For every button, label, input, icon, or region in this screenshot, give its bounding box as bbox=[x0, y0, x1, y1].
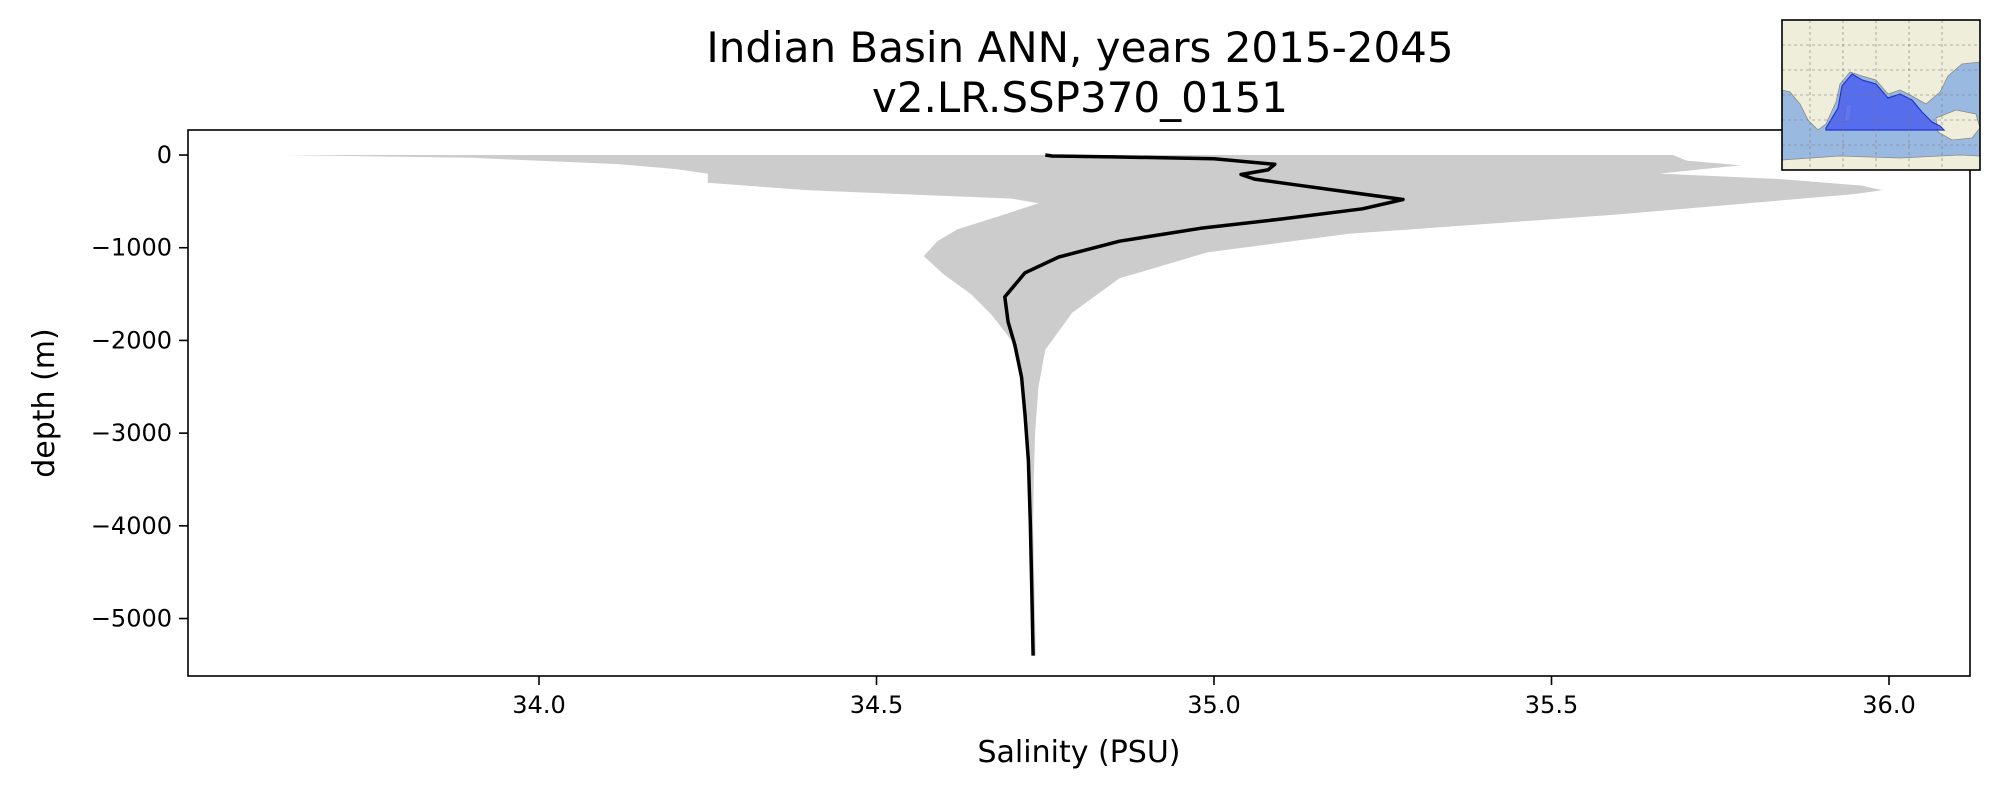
y-tick-label: −5000 bbox=[91, 605, 172, 633]
x-axis-label: Salinity (PSU) bbox=[978, 735, 1181, 770]
y-tick-label: −4000 bbox=[91, 512, 172, 540]
y-axis: 0 −1000 −2000 −3000 −4000 −5000 bbox=[91, 141, 188, 633]
map-gridlines bbox=[1782, 20, 1980, 170]
mean-salinity-line bbox=[1003, 153, 1405, 656]
x-tick-label: 34.0 bbox=[512, 691, 565, 719]
basin-map-inset bbox=[1781, 19, 1981, 171]
y-tick-label: −2000 bbox=[91, 326, 172, 354]
chart-title: Indian Basin ANN, years 2015-2045 bbox=[706, 23, 1453, 72]
x-tick-label: 36.0 bbox=[1862, 691, 1915, 719]
map-land-australia bbox=[1935, 109, 1980, 141]
map-land-antarctica bbox=[1782, 154, 1980, 170]
chart-subtitle: v2.LR.SSP370_0151 bbox=[872, 73, 1288, 122]
y-tick-label: −3000 bbox=[91, 419, 172, 447]
y-axis-label: depth (m) bbox=[27, 328, 62, 478]
map-land-africa-eurasia bbox=[1782, 20, 1980, 131]
x-tick-label: 35.5 bbox=[1525, 691, 1578, 719]
map-frame bbox=[1781, 19, 1981, 171]
x-axis: 34.0 34.5 35.0 35.5 36.0 bbox=[512, 676, 1916, 719]
x-tick-label: 34.5 bbox=[850, 691, 903, 719]
y-tick-label: −1000 bbox=[91, 234, 172, 262]
salinity-range-band bbox=[282, 155, 1883, 656]
indian-basin-highlight bbox=[1825, 73, 1946, 131]
x-tick-label: 35.0 bbox=[1187, 691, 1240, 719]
y-tick-label: 0 bbox=[157, 141, 172, 169]
plot-frame bbox=[187, 129, 1971, 677]
